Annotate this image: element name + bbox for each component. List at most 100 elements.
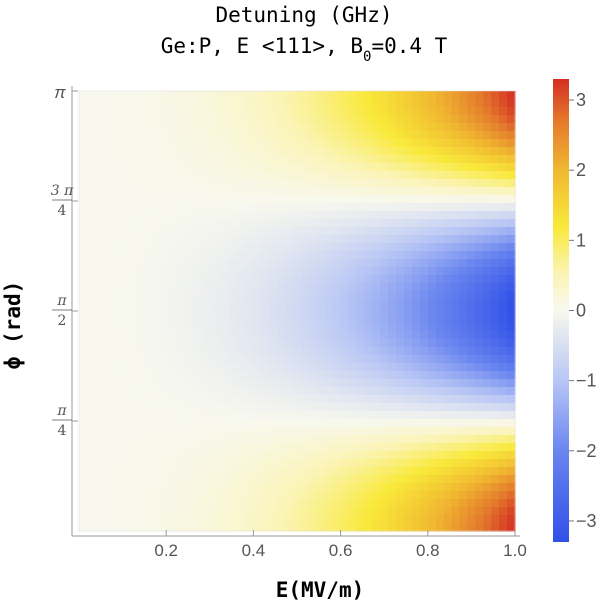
heatmap-cell <box>308 243 318 252</box>
heatmap-cell <box>467 275 476 284</box>
heatmap-cell <box>324 419 334 428</box>
heatmap-cell <box>189 107 199 116</box>
heatmap-cell <box>158 515 167 524</box>
heatmap-cell <box>308 267 318 276</box>
heatmap-cell <box>475 483 484 492</box>
heatmap-cell <box>483 243 492 252</box>
heatmap-cell <box>308 283 318 292</box>
heatmap-cell <box>134 483 144 492</box>
heatmap-cell <box>197 403 207 412</box>
heatmap-cell <box>229 419 239 428</box>
heatmap-cell <box>182 403 191 412</box>
heatmap-cell <box>388 251 397 260</box>
heatmap-cell <box>269 227 278 236</box>
heatmap-cell <box>459 107 469 116</box>
heatmap-cell <box>364 467 373 476</box>
heatmap-cell <box>435 339 445 348</box>
heatmap-cell <box>404 387 413 396</box>
heatmap-cell <box>269 147 278 156</box>
heatmap-cell <box>507 259 516 268</box>
heatmap-cell <box>443 187 453 196</box>
heatmap-cell <box>380 171 389 180</box>
heatmap-cell <box>237 331 247 340</box>
heatmap-cell <box>142 147 151 156</box>
heatmap-cell <box>205 523 215 532</box>
heatmap-cell <box>189 219 199 228</box>
heatmap-cell <box>491 419 500 428</box>
heatmap-cell <box>189 475 199 484</box>
heatmap-cell <box>483 275 492 284</box>
heatmap-cell <box>324 251 334 260</box>
heatmap-cell <box>404 211 413 220</box>
heatmap-cell <box>443 371 453 380</box>
heatmap-cell <box>324 307 334 316</box>
heatmap-cell <box>253 427 262 436</box>
heatmap-cell <box>396 347 405 356</box>
heatmap-cell <box>253 275 262 284</box>
heatmap-cell <box>197 315 207 324</box>
heatmap-cell <box>118 475 128 484</box>
heatmap-cell <box>205 227 215 236</box>
heatmap-cell <box>411 523 421 532</box>
heatmap-cell <box>435 499 445 508</box>
heatmap-cell <box>451 379 461 388</box>
heatmap-cell <box>459 379 469 388</box>
heatmap-cell <box>396 435 405 444</box>
heatmap-cell <box>205 195 215 204</box>
heatmap-cell <box>467 451 476 460</box>
heatmap-cell <box>253 483 262 492</box>
heatmap-cell <box>237 459 247 468</box>
heatmap-cell <box>293 267 302 276</box>
heatmap-cell <box>483 459 492 468</box>
heatmap-cell <box>102 427 112 436</box>
heatmap-cell <box>253 147 262 156</box>
heatmap-cell <box>293 203 302 212</box>
heatmap-cell <box>388 227 397 236</box>
heatmap-cell <box>94 259 104 268</box>
heatmap-cell <box>237 315 247 324</box>
heatmap-cell <box>182 243 191 252</box>
heatmap-cell <box>166 267 175 276</box>
heatmap-cell <box>324 507 334 516</box>
heatmap-cell <box>411 171 421 180</box>
heatmap-cell <box>491 91 500 100</box>
heatmap-cell <box>269 307 278 316</box>
heatmap-cell <box>308 171 318 180</box>
heatmap-cell <box>158 379 167 388</box>
heatmap-cell <box>293 147 302 156</box>
heatmap-cell <box>261 339 270 348</box>
heatmap-cell <box>380 419 389 428</box>
heatmap-cell <box>499 187 508 196</box>
heatmap-cell <box>332 291 342 300</box>
heatmap-cell <box>277 387 286 396</box>
heatmap-cell <box>79 291 88 300</box>
heatmap-cell <box>300 99 310 108</box>
heatmap-cell <box>459 251 469 260</box>
heatmap-cell <box>483 211 492 220</box>
heatmap-cell <box>94 107 104 116</box>
heatmap-cell <box>467 99 476 108</box>
heatmap-cell <box>427 275 437 284</box>
heatmap-cell <box>356 115 365 124</box>
heatmap-cell <box>380 363 389 372</box>
heatmap-cell <box>396 187 405 196</box>
heatmap-cell <box>404 139 413 148</box>
heatmap-cell <box>277 355 286 364</box>
heatmap-cell <box>411 115 421 124</box>
heatmap-cell <box>229 347 239 356</box>
heatmap-cell <box>142 315 151 324</box>
heatmap-cell <box>419 427 429 436</box>
heatmap-cell <box>356 419 365 428</box>
heatmap-cell <box>491 371 500 380</box>
heatmap-cell <box>300 403 310 412</box>
heatmap-cell <box>245 155 254 164</box>
heatmap-cell <box>174 307 183 316</box>
heatmap-cell <box>150 355 159 364</box>
heatmap-cell <box>372 427 381 436</box>
heatmap-cell <box>451 123 461 132</box>
heatmap-cell <box>332 523 342 532</box>
heatmap-cell <box>221 219 231 228</box>
heatmap-cell <box>340 371 350 380</box>
heatmap-cell <box>221 523 231 532</box>
heatmap-cell <box>491 523 500 532</box>
